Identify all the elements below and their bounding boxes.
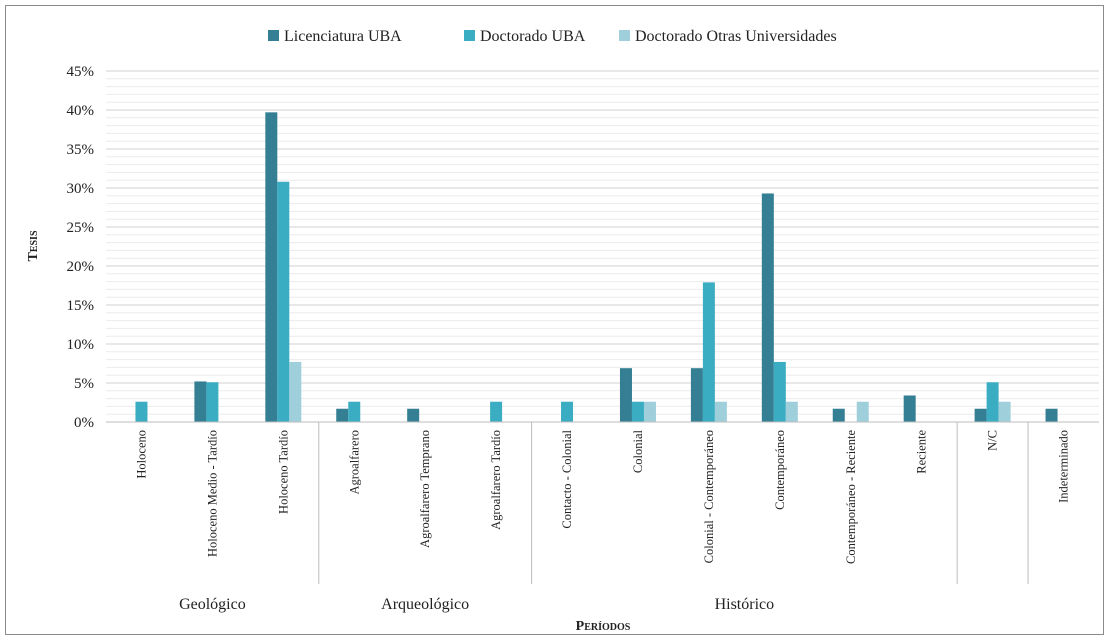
bar [336,408,349,422]
category-label: Indeterminado [1057,430,1071,503]
bar [761,193,774,422]
legend-swatch [619,30,630,41]
category-label: Agroalfarero Temprano [418,430,432,548]
y-axis-title: Tesis [26,230,41,261]
legend-label: Doctorado UBA [480,28,586,45]
legend-label: Doctorado Otras Universidades [635,28,837,45]
bar [690,368,703,422]
y-tick-label: 45% [67,64,95,80]
bar [407,408,420,422]
y-tick-label: 35% [67,142,95,158]
bar [998,401,1011,422]
bar [631,401,644,422]
bar [194,381,207,422]
legend-label: Licenciatura UBA [284,28,402,45]
y-tick-label: 30% [67,181,95,197]
bar [832,408,845,422]
bar [490,401,503,422]
bar [348,401,361,422]
category-label: Colonial [631,429,645,473]
category-label: Holoceno Medio - Tardío [205,430,219,557]
y-tick-label: 0% [74,415,94,431]
category-label: Agroalfarero [347,430,361,495]
y-tick-label: 40% [67,103,95,119]
bar [289,361,302,422]
y-tick-label: 15% [67,298,95,314]
bar [785,401,798,422]
bar [903,395,916,422]
category-label: Agroalfarero Tardío [489,430,503,530]
bar [643,401,656,422]
bar [856,401,869,422]
x-axis-title: Períodos [576,619,631,634]
legend-swatch [268,30,279,41]
y-tick-label: 25% [67,220,95,236]
group-label: Histórico [715,596,775,613]
category-label: Contemporáneo [773,430,787,510]
group-label: Arqueológico [381,596,469,613]
y-tick-label: 10% [67,337,95,353]
category-label: Holoceno [134,430,148,479]
bar [974,408,987,422]
category-label: Holoceno Tardío [276,430,290,514]
bar [265,112,278,422]
bar [714,401,727,422]
category-label: Contemporáneo - Reciente [844,430,858,564]
category-label: N/C [986,430,1000,451]
category-label: Reciente [915,430,929,474]
legend-swatch [464,30,475,41]
bar-chart: 0% 5% 10% 15% 20% 25% 30% 35% 40% 45% Holoceno Holo… [26,28,1099,634]
bar [277,181,290,422]
category-label: Contacto - Colonial [560,429,574,528]
bar [619,368,632,422]
bar [773,361,786,422]
bar [1045,408,1058,422]
group-label: Geológico [179,596,246,613]
bar [135,401,148,422]
y-tick-label: 20% [67,259,95,275]
bar [561,401,574,422]
category-label: Colonial - Contemporáneo [702,430,716,563]
bar [702,282,715,422]
bar [986,382,999,422]
bar [206,382,219,422]
y-tick-label: 5% [74,376,94,392]
chart-frame: 0% 5% 10% 15% 20% 25% 30% 35% 40% 45% Holoceno Holo… [5,5,1104,635]
